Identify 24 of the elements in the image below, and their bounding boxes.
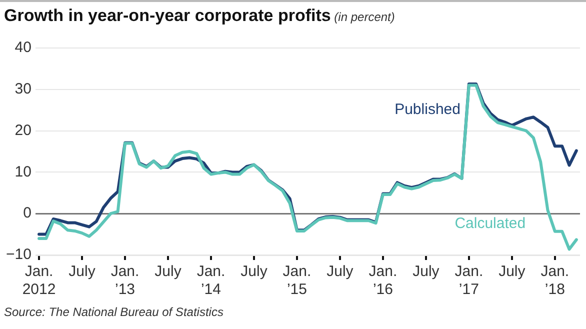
y-tick-label: 10 bbox=[14, 163, 32, 180]
x-tick-label: Jan. ’16 bbox=[368, 263, 398, 298]
series-label: Calculated bbox=[454, 215, 526, 232]
y-tick-label: −10 bbox=[6, 246, 32, 264]
x-tick-label: Jan. 2012 bbox=[22, 263, 56, 298]
x-tick-label: July bbox=[240, 263, 268, 280]
x-tick-label: July bbox=[412, 263, 440, 280]
source-note: Source: The National Bureau of Statistics bbox=[4, 305, 224, 319]
x-tick-label: July bbox=[68, 263, 96, 280]
chart-title: Growth in year-on-year corporate profits bbox=[4, 6, 331, 25]
y-tick-label: 20 bbox=[14, 122, 32, 139]
y-tick-label: 30 bbox=[14, 80, 32, 98]
x-tick-label: July bbox=[498, 263, 526, 280]
x-tick-label: July bbox=[154, 263, 182, 280]
y-tick-label: 40 bbox=[14, 39, 32, 56]
y-tick-label: 0 bbox=[23, 204, 32, 222]
x-tick-label: Jan. ’14 bbox=[196, 263, 226, 298]
x-tick-label: Jan. ’15 bbox=[282, 263, 312, 298]
x-tick-label: July bbox=[326, 263, 354, 280]
x-tick-label: Jan. ’17 bbox=[454, 263, 484, 298]
chart-subtitle: (in percent) bbox=[333, 10, 395, 24]
series-label: Published bbox=[394, 101, 460, 118]
x-tick-label: Jan. ’18 bbox=[540, 263, 570, 298]
x-tick-label: Jan. ’13 bbox=[110, 263, 140, 298]
